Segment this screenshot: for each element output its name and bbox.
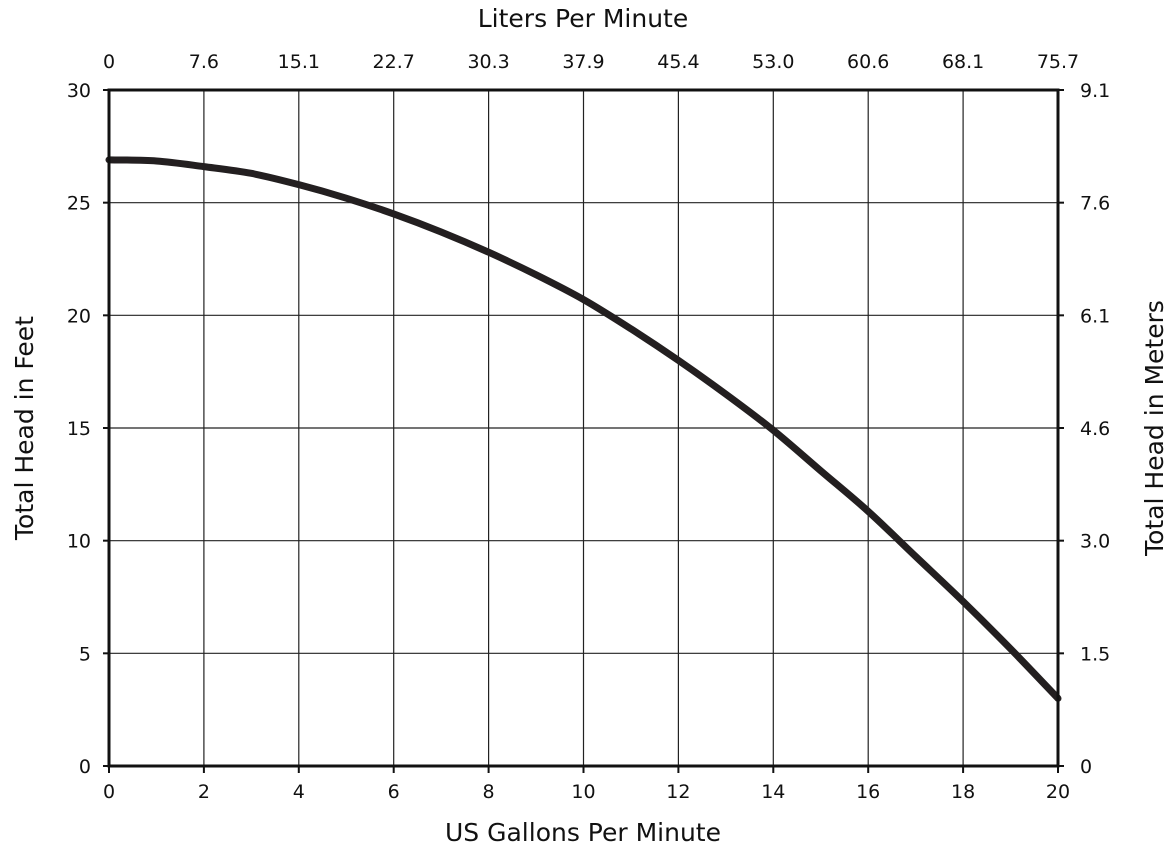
- y-tick-labels: 0 5 10 15 20 25 30: [67, 80, 109, 778]
- y2-tick-label: 7.6: [1080, 193, 1110, 215]
- x-tick-labels: 0 2 4 6 8 10 12 14 16 18 20: [103, 766, 1070, 803]
- y-tick-label: 20: [67, 305, 91, 327]
- y-tick-label: 30: [67, 80, 91, 102]
- y2-tick-label: 1.5: [1080, 643, 1110, 665]
- x-tick-label: 18: [951, 781, 975, 803]
- x2-tick-label: 53.0: [752, 51, 794, 73]
- x2-tick-label: 60.6: [847, 51, 889, 73]
- y2-tick-label: 9.1: [1080, 80, 1110, 102]
- x2-tick-label: 68.1: [942, 51, 984, 73]
- y-tick-label: 5: [79, 643, 91, 665]
- pump-curve-line: [105, 156, 1062, 702]
- x2-tick-label: 45.4: [657, 51, 699, 73]
- x-tick-label: 8: [483, 781, 495, 803]
- y2-tick-label: 3.0: [1080, 531, 1110, 553]
- y2-tick-label: 4.6: [1080, 418, 1110, 440]
- y2-axis-title: Total Head in Meters: [1140, 300, 1168, 557]
- x-tick-label: 6: [388, 781, 400, 803]
- x2-tick-labels: 0 7.6 15.1 22.7 30.3 37.9 45.4 53.0 60.6 68.1 75.7: [103, 51, 1079, 73]
- y-tick-label: 25: [67, 193, 91, 215]
- x-tick-label: 12: [666, 781, 690, 803]
- y-tick-label: 10: [67, 531, 91, 553]
- x2-tick-label: 0: [103, 51, 115, 73]
- y2-tick-label: 6.1: [1080, 305, 1110, 327]
- series-layer: [105, 156, 1062, 702]
- x-tick-label: 0: [103, 781, 115, 803]
- x2-tick-label: 37.9: [562, 51, 604, 73]
- x2-axis-title: Liters Per Minute: [478, 4, 689, 33]
- x-tick-label: 14: [761, 781, 785, 803]
- y2-tick-labels: 0 1.5 3.0 4.6 6.1 7.6 9.1: [1058, 80, 1110, 778]
- y-tick-label: 0: [79, 756, 91, 778]
- x2-tick-label: 7.6: [189, 51, 219, 73]
- x2-tick-label: 15.1: [278, 51, 320, 73]
- x-tick-label: 16: [856, 781, 880, 803]
- x-tick-label: 2: [198, 781, 210, 803]
- x-axis-title: US Gallons Per Minute: [445, 818, 721, 847]
- y2-tick-label: 0: [1080, 756, 1092, 778]
- x-tick-label: 4: [293, 781, 305, 803]
- y-axis-title: Total Head in Feet: [10, 316, 39, 541]
- x2-tick-label: 30.3: [467, 51, 509, 73]
- x2-tick-label: 22.7: [373, 51, 415, 73]
- x-tick-label: 10: [571, 781, 595, 803]
- y-tick-label: 15: [67, 418, 91, 440]
- grid: [109, 90, 1058, 766]
- x-tick-label: 20: [1046, 781, 1070, 803]
- x2-tick-label: 75.7: [1037, 51, 1079, 73]
